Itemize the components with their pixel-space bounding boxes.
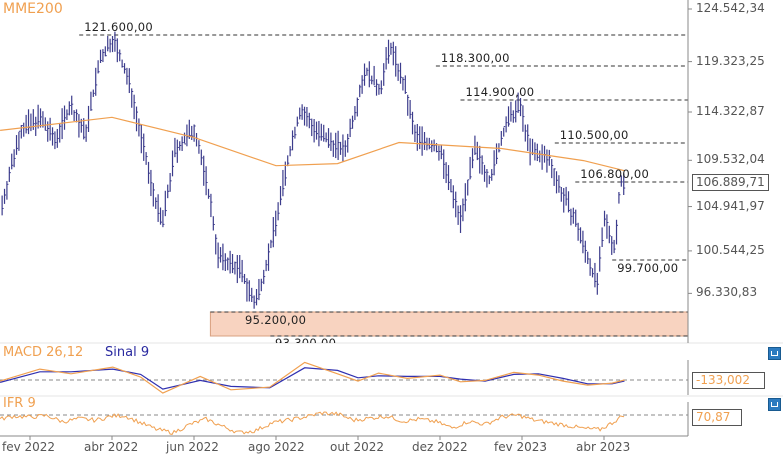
time-tick-label: out 2022 (330, 440, 385, 454)
ifr-line (0, 411, 625, 435)
price-tick-label: 124.542,34 (696, 0, 765, 15)
last-price-box: 106.889,71 (692, 174, 769, 191)
macd-legend: MACD 26,12 (3, 345, 84, 360)
zone-high-label: 95.200,00 (245, 313, 307, 327)
macd-value-box: -133,002 (692, 372, 765, 389)
macd-line (0, 361, 625, 394)
level-label: 110.500,00 (559, 128, 629, 142)
level-label: 121.600,00 (84, 20, 154, 34)
price-tick-label: 100.544,25 (696, 242, 765, 257)
time-tick-label: ago 2022 (248, 440, 305, 454)
time-tick-label: dez 2022 (412, 440, 468, 454)
price-tick-label: 119.323,25 (696, 53, 765, 68)
ifr-legend: IFR 9 (3, 396, 36, 411)
time-tick-label: fev 2022 (2, 440, 56, 454)
zone-low-label: 93.300,00 (275, 336, 337, 343)
time-tick-label: abr 2022 (84, 440, 139, 454)
price-tick-label: 114.322,87 (696, 104, 765, 118)
time-tick-label: abr 2023 (576, 440, 631, 454)
level-label: 106.800,00 (580, 167, 650, 181)
price-tick-label: 109.532,04 (696, 152, 765, 167)
price-tick-label: 104.941,97 (696, 198, 765, 213)
time-tick-label: fev 2023 (494, 440, 548, 454)
price-tick-label: 96.330,83 (696, 285, 758, 300)
level-label: 114.900,00 (465, 85, 535, 99)
signal-legend: Sinal 9 (105, 345, 150, 360)
ifr-value-box: 70,87 (692, 409, 742, 426)
ma200-legend: MME200 (3, 1, 63, 17)
signal-line (0, 367, 625, 390)
level-label: 99.700,00 (617, 261, 679, 275)
level-label: 118.300,00 (440, 51, 510, 65)
expand-macd-icon[interactable] (768, 347, 781, 360)
support-zone (209, 311, 689, 337)
expand-ifr-icon[interactable] (768, 398, 781, 411)
time-tick-label: jun 2022 (166, 440, 219, 454)
ma200-line (0, 116, 625, 172)
